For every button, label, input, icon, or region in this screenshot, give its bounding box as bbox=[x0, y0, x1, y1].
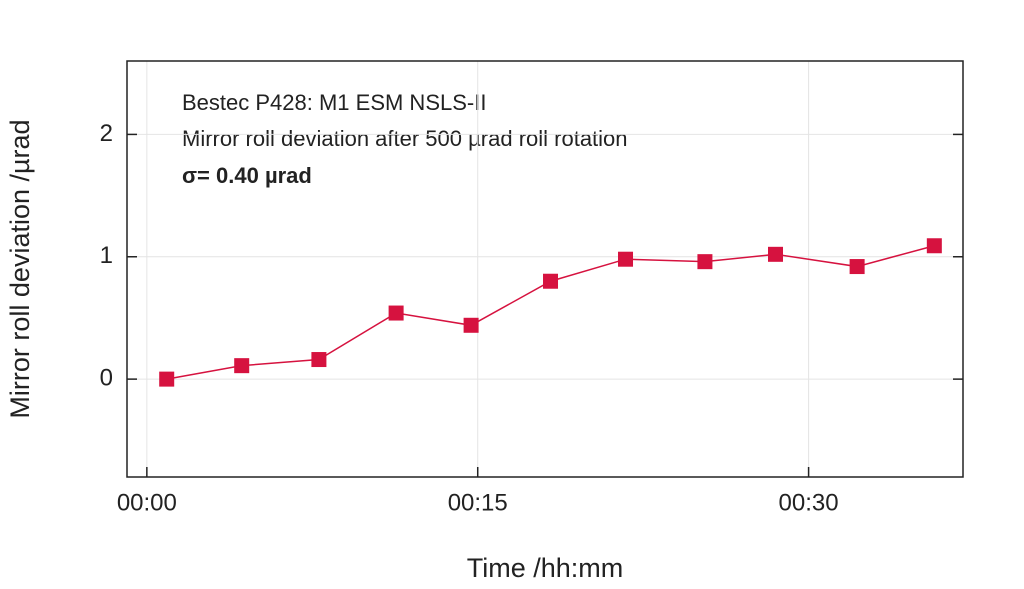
y-tick-label: 1 bbox=[100, 242, 113, 269]
marker bbox=[463, 317, 479, 333]
marker bbox=[311, 352, 327, 368]
annotation: Mirror roll deviation after 500 µrad rol… bbox=[182, 126, 628, 151]
x-axis-title: Time /hh:mm bbox=[467, 553, 624, 583]
y-tick-label: 2 bbox=[100, 120, 113, 147]
marker bbox=[159, 371, 175, 387]
x-tick-label: 00:00 bbox=[117, 489, 177, 516]
marker bbox=[926, 238, 942, 254]
marker bbox=[697, 254, 713, 270]
marker bbox=[768, 246, 784, 262]
marker bbox=[388, 305, 404, 321]
series-line bbox=[166, 245, 935, 380]
annotation: σ= 0.40 µrad bbox=[182, 163, 312, 188]
marker bbox=[618, 251, 634, 267]
annotation: Bestec P428: M1 ESM NSLS-II bbox=[182, 90, 486, 115]
y-axis-title: Mirror roll deviation /µrad bbox=[5, 119, 35, 418]
marker bbox=[234, 358, 250, 374]
marker bbox=[849, 259, 865, 275]
x-tick-label: 00:30 bbox=[779, 489, 839, 516]
y-tick-label: 0 bbox=[100, 364, 113, 391]
x-tick-label: 00:15 bbox=[448, 489, 508, 516]
marker bbox=[543, 273, 559, 289]
plot-frame bbox=[126, 60, 964, 478]
